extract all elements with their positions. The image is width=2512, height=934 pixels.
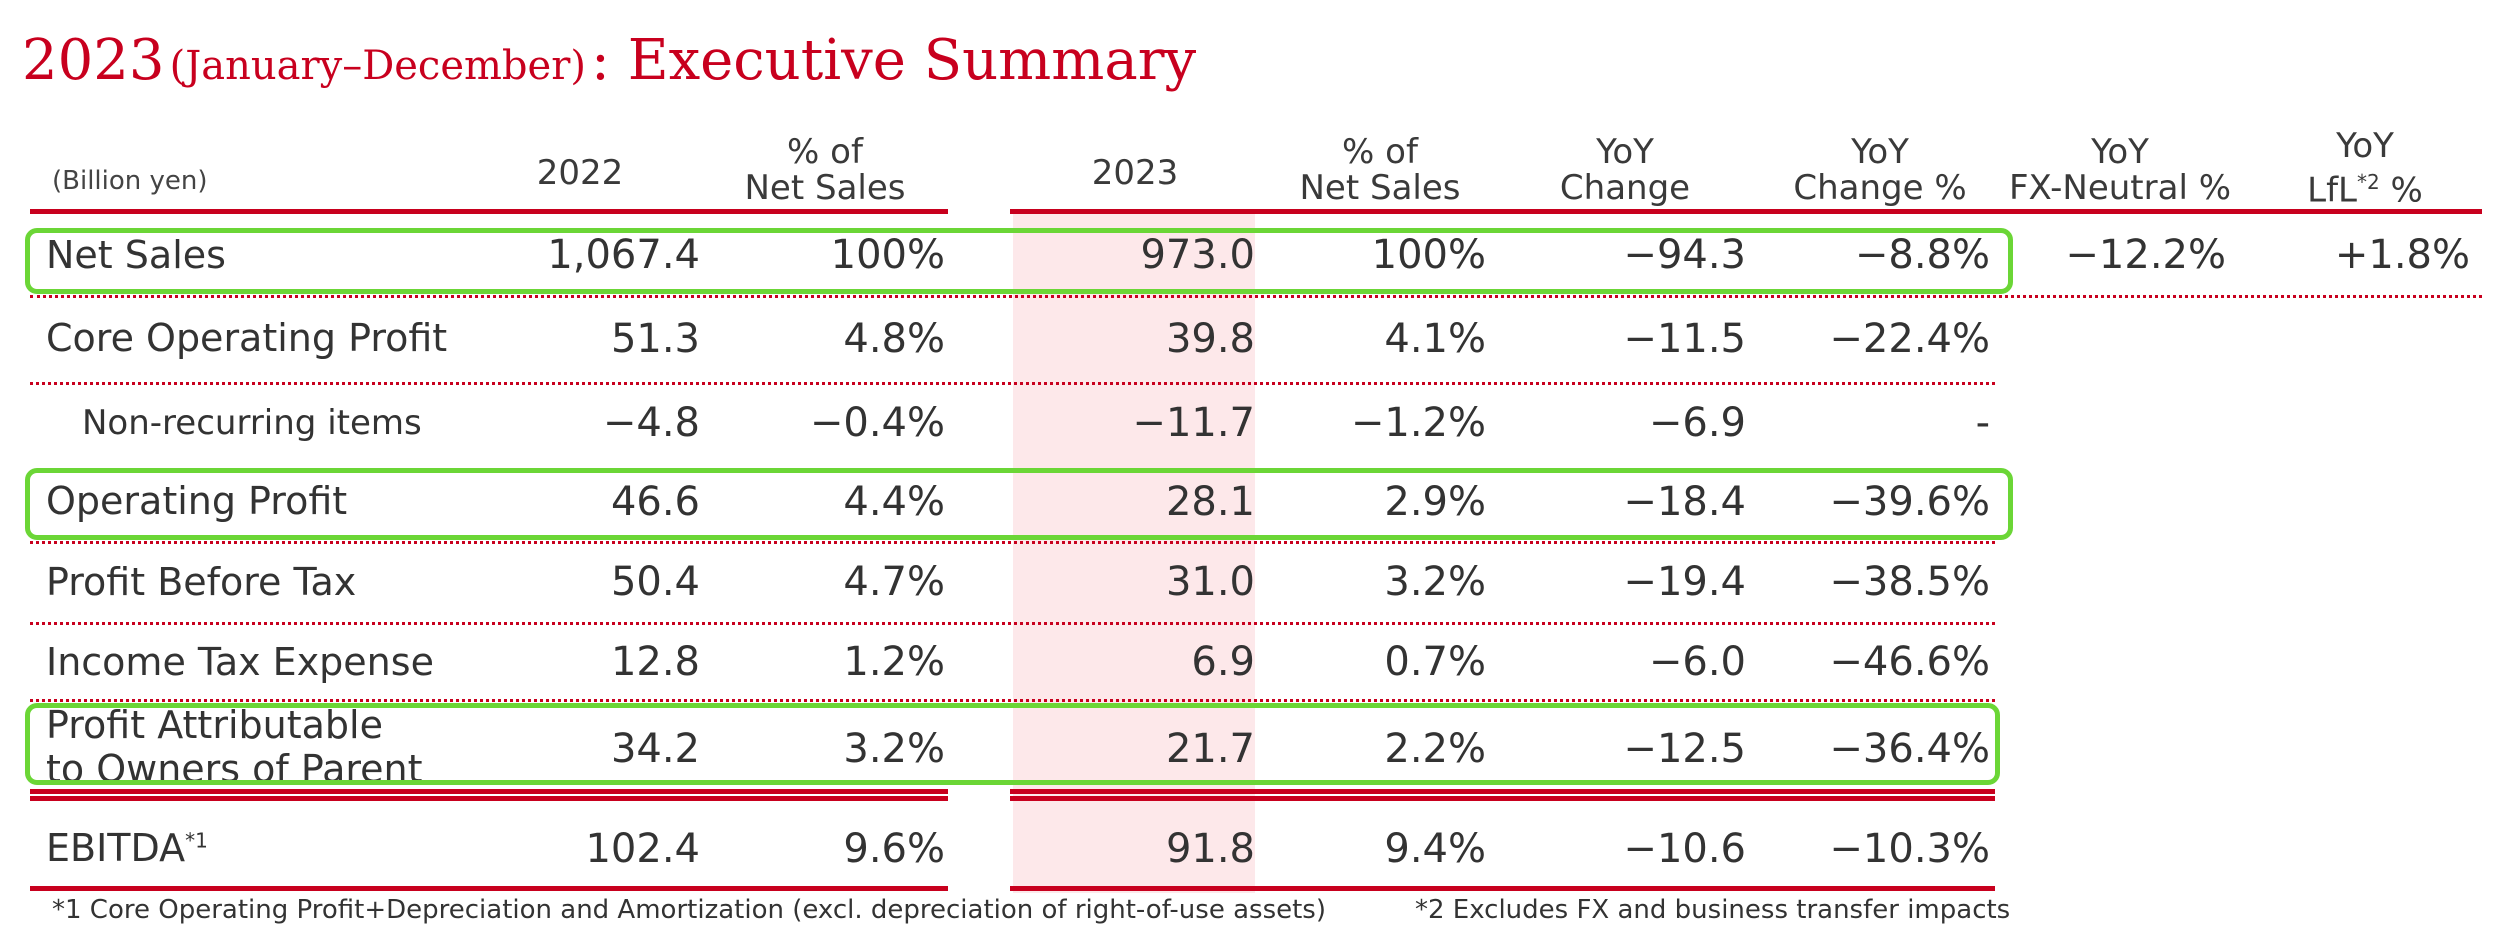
- cell-2023: 39.8: [1165, 316, 1255, 362]
- cell-2023: 31.0: [1165, 559, 1255, 605]
- cell-yoy: −12.5: [1623, 726, 1746, 772]
- cell-pct-2023: 2.9%: [1384, 479, 1486, 525]
- cell-pct-2022: 1.2%: [843, 639, 945, 685]
- footnote-2: *2 Excludes FX and business transfer imp…: [1415, 895, 2011, 925]
- cell-2023: −11.7: [1132, 400, 1255, 446]
- cell-yoy: −11.5: [1623, 316, 1746, 362]
- cell-2022: 34.2: [610, 726, 700, 772]
- cell-2023: 6.9: [1191, 639, 1255, 685]
- cell-pct-2023: 9.4%: [1384, 826, 1486, 872]
- cell-yoy: −94.3: [1623, 232, 1746, 278]
- header-fx-neutral: YoY FX-Neutral %: [2008, 132, 2232, 208]
- cell-yoy-pct: −10.3%: [1829, 826, 1990, 872]
- row-label-operating-profit: Operating Profit: [46, 479, 348, 523]
- cell-2023: 28.1: [1165, 479, 1255, 525]
- cell-2023: 973.0: [1140, 232, 1255, 278]
- cell-2022: 46.6: [610, 479, 700, 525]
- cell-pct-2022: 100%: [830, 232, 945, 278]
- cell-2022: 12.8: [610, 639, 700, 685]
- row-label-non-recurring-items: Non-recurring items: [82, 403, 422, 443]
- cell-yoy: −19.4: [1623, 559, 1746, 605]
- header-pct-2022: % of Net Sales: [744, 132, 906, 208]
- row-label-ebitda: EBITDA*1: [46, 826, 208, 870]
- cell-pct-2022: 4.4%: [843, 479, 945, 525]
- cell-yoy-pct: −46.6%: [1829, 639, 1990, 685]
- title-period: (January–December): [169, 43, 586, 89]
- cell-pct-2023: 0.7%: [1384, 639, 1486, 685]
- row-label-profit-before-tax: Profit Before Tax: [46, 560, 357, 604]
- header-underline-right: [1010, 209, 2482, 214]
- highlight-box-net-sales: [25, 228, 2013, 294]
- bottom-rule-right: [1010, 886, 1995, 891]
- cell-pct-2022: 9.6%: [843, 826, 945, 872]
- double-rule-right: [1010, 789, 1995, 801]
- highlight-2023-column: [1013, 214, 1255, 893]
- cell-pct-2022: 4.7%: [843, 559, 945, 605]
- cell-pct-2022: 3.2%: [843, 726, 945, 772]
- highlight-box-profit-attributable: [25, 703, 2000, 785]
- cell-pct-2022: −0.4%: [809, 400, 945, 446]
- double-rule-left: [30, 789, 948, 801]
- header-underline-left: [30, 209, 948, 214]
- cell-pct-2023: 3.2%: [1384, 559, 1486, 605]
- footnote-1: *1 Core Operating Profit+Depreciation an…: [52, 895, 1326, 925]
- header-lfl: YoY LfL*2 %: [2307, 126, 2423, 211]
- cell-yoy: −10.6: [1623, 826, 1746, 872]
- title-year: 2023: [22, 28, 165, 93]
- cell-2022: −4.8: [602, 400, 700, 446]
- cell-yoy: −6.9: [1648, 400, 1746, 446]
- row-separator: [30, 699, 1995, 702]
- cell-lfl: +1.8%: [2334, 232, 2470, 278]
- cell-2023: 21.7: [1165, 726, 1255, 772]
- cell-2022: 102.4: [585, 826, 700, 872]
- row-label-net-sales: Net Sales: [46, 233, 226, 277]
- row-separator: [30, 622, 1995, 625]
- cell-yoy-pct: -: [1975, 400, 1990, 446]
- header-2022: 2022: [536, 153, 624, 193]
- row-separator: [30, 541, 1995, 544]
- cell-yoy: −6.0: [1648, 639, 1746, 685]
- cell-pct-2023: 4.1%: [1384, 316, 1486, 362]
- cell-2023: 91.8: [1165, 826, 1255, 872]
- row-label-core-operating-profit: Core Operating Profit: [46, 316, 448, 360]
- row-separator: [30, 382, 1995, 385]
- cell-pct-2022: 4.8%: [843, 316, 945, 362]
- cell-pct-2023: −1.2%: [1350, 400, 1486, 446]
- row-label-profit-attributable: Profit Attributable to Owners of Parent: [46, 703, 423, 791]
- header-yoy-change: YoY Change: [1559, 132, 1691, 208]
- cell-yoy-pct: −36.4%: [1829, 726, 1990, 772]
- row-separator: [30, 295, 2482, 298]
- cell-2022: 1,067.4: [547, 232, 700, 278]
- cell-2022: 51.3: [610, 316, 700, 362]
- cell-yoy-pct: −38.5%: [1829, 559, 1990, 605]
- header-2023: 2023: [1091, 153, 1179, 193]
- header-pct-2023: % of Net Sales: [1299, 132, 1461, 208]
- header-yoy-change-pct: YoY Change %: [1793, 132, 1967, 208]
- unit-label: (Billion yen): [52, 166, 208, 196]
- row-label-income-tax-expense: Income Tax Expense: [46, 640, 434, 684]
- cell-yoy-pct: −39.6%: [1829, 479, 1990, 525]
- bottom-rule-left: [30, 886, 948, 891]
- cell-fx-neutral: −12.2%: [2065, 232, 2226, 278]
- cell-yoy-pct: −22.4%: [1829, 316, 1990, 362]
- cell-pct-2023: 100%: [1371, 232, 1486, 278]
- title-suffix: : Executive Summary: [591, 28, 1197, 93]
- cell-yoy-pct: −8.8%: [1854, 232, 1990, 278]
- cell-2022: 50.4: [610, 559, 700, 605]
- cell-yoy: −18.4: [1623, 479, 1746, 525]
- highlight-box-operating-profit: [25, 468, 2013, 540]
- page-title: 2023 (January–December) : Executive Summ…: [22, 28, 1196, 93]
- cell-pct-2023: 2.2%: [1384, 726, 1486, 772]
